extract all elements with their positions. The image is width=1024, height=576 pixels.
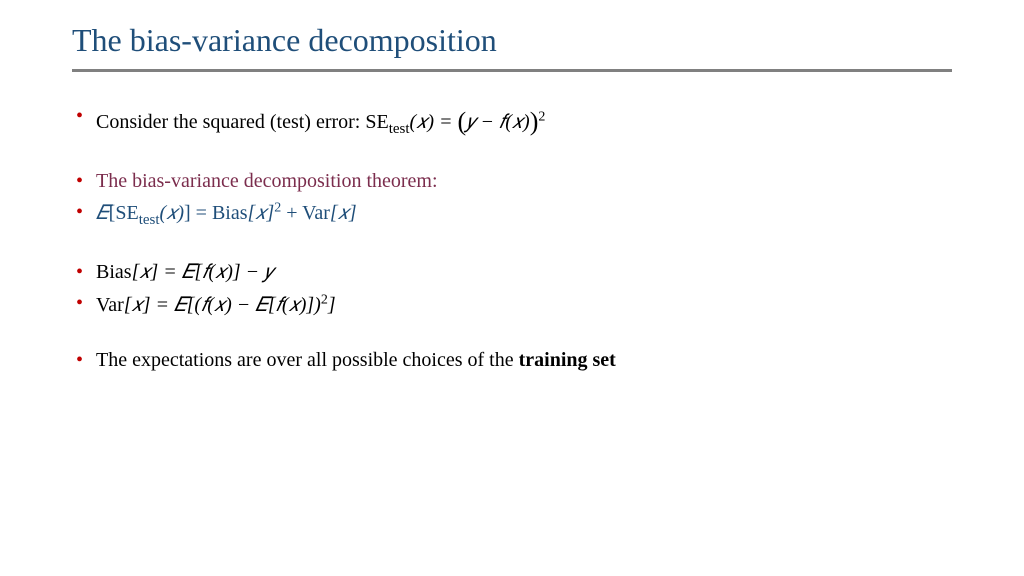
bullet-2: The bias-variance decomposition theorem: bbox=[92, 169, 952, 194]
b3-arg: (𝑥) bbox=[160, 202, 184, 224]
b4-formula: Bias[𝑥] = 𝐸[𝑓(𝑥)] − 𝑦 bbox=[96, 261, 274, 283]
b5-formula: Var[𝑥] = 𝐸[(𝑓(𝑥) − 𝐸[𝑓(𝑥)])2] bbox=[96, 294, 336, 316]
b3-bias: Bias bbox=[212, 202, 248, 224]
b3-plus: + bbox=[281, 202, 302, 224]
b3-eq: = bbox=[191, 202, 212, 224]
b4-bias: Bias bbox=[96, 261, 132, 283]
b5-exp: 2 bbox=[321, 292, 328, 307]
b3-vararg: [𝑥] bbox=[330, 202, 357, 224]
b3-E: 𝐸 bbox=[96, 202, 109, 224]
b3-var: Var bbox=[302, 202, 330, 224]
bullet-4: Bias[𝑥] = 𝐸[𝑓(𝑥)] − 𝑦 bbox=[92, 260, 952, 285]
b3-se: SE bbox=[115, 202, 138, 224]
b3-formula: 𝐸[SEtest(𝑥)] = Bias[𝑥]2 + Var[𝑥] bbox=[96, 202, 357, 224]
b5-close: ] bbox=[328, 294, 336, 316]
b1-sub: test bbox=[389, 121, 410, 137]
b3-sub: test bbox=[139, 212, 160, 228]
lparen-big: ( bbox=[458, 107, 467, 136]
b2-text: The bias-variance decomposition theorem: bbox=[96, 170, 438, 192]
title-rule bbox=[72, 69, 952, 72]
b5-arg: [𝑥] = 𝐸[(𝑓(𝑥) − 𝐸[𝑓(𝑥)]) bbox=[124, 294, 321, 316]
bullet-6: The expectations are over all possible c… bbox=[92, 348, 952, 373]
b3-rbrack: ] bbox=[184, 202, 191, 224]
b1-x: (𝑥) = bbox=[410, 111, 458, 133]
b1-se: SE bbox=[365, 111, 388, 133]
slide: The bias-variance decomposition Consider… bbox=[0, 0, 1024, 373]
b1-rhs: 𝑦 − 𝑓(𝑥) bbox=[466, 111, 530, 133]
bullet-list: Consider the squared (test) error: SEtes… bbox=[72, 104, 952, 373]
bullet-1: Consider the squared (test) error: SEtes… bbox=[92, 104, 952, 139]
b4-arg: [𝑥] = 𝐸[𝑓(𝑥)] − 𝑦 bbox=[132, 261, 274, 283]
b6-b: training set bbox=[519, 349, 616, 371]
b1-exp: 2 bbox=[538, 109, 545, 124]
b3-biasarg: [𝑥] bbox=[248, 202, 275, 224]
bullet-5: Var[𝑥] = 𝐸[(𝑓(𝑥) − 𝐸[𝑓(𝑥)])2] bbox=[92, 291, 952, 318]
b5-var: Var bbox=[96, 294, 124, 316]
b1-intro: Consider the squared (test) error: bbox=[96, 111, 365, 133]
bullet-3: 𝐸[SEtest(𝑥)] = Bias[𝑥]2 + Var[𝑥] bbox=[92, 200, 952, 230]
slide-title: The bias-variance decomposition bbox=[72, 22, 952, 59]
rparen-big: ) bbox=[530, 107, 539, 136]
b1-formula: SEtest(𝑥) = (𝑦 − 𝑓(𝑥))2 bbox=[365, 111, 545, 133]
b6-a: The expectations are over all possible c… bbox=[96, 349, 519, 371]
